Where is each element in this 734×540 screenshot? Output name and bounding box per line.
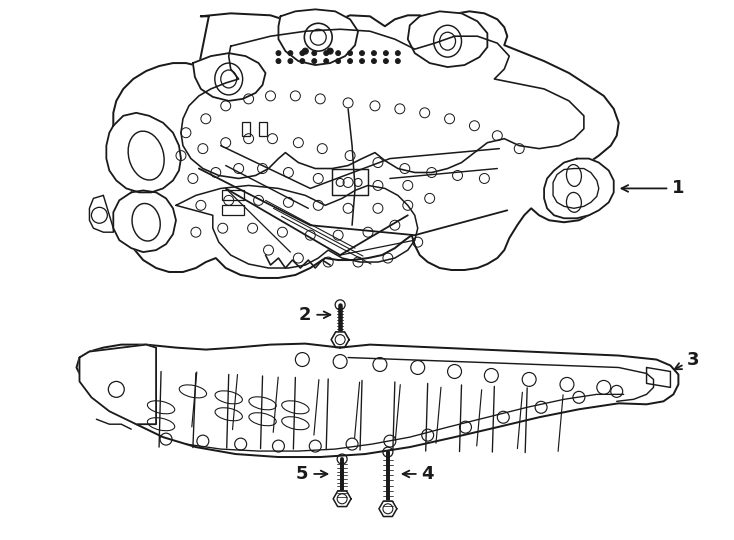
Circle shape bbox=[383, 59, 388, 64]
Polygon shape bbox=[379, 501, 397, 517]
Text: 1: 1 bbox=[622, 179, 685, 198]
Circle shape bbox=[396, 59, 400, 64]
Circle shape bbox=[383, 51, 388, 56]
Circle shape bbox=[371, 59, 377, 64]
Circle shape bbox=[327, 48, 333, 54]
Circle shape bbox=[396, 51, 400, 56]
Polygon shape bbox=[181, 29, 584, 179]
Polygon shape bbox=[193, 53, 266, 101]
Circle shape bbox=[300, 59, 305, 64]
Text: 4: 4 bbox=[403, 465, 434, 483]
Circle shape bbox=[335, 51, 341, 56]
Circle shape bbox=[276, 59, 281, 64]
Polygon shape bbox=[90, 195, 113, 232]
Polygon shape bbox=[113, 11, 619, 278]
Polygon shape bbox=[333, 491, 351, 507]
Circle shape bbox=[276, 51, 281, 56]
Circle shape bbox=[348, 51, 352, 56]
Polygon shape bbox=[408, 11, 487, 67]
Circle shape bbox=[360, 51, 365, 56]
Polygon shape bbox=[76, 343, 678, 457]
Polygon shape bbox=[106, 113, 181, 192]
Circle shape bbox=[312, 51, 317, 56]
Circle shape bbox=[324, 51, 329, 56]
Polygon shape bbox=[647, 368, 670, 387]
Circle shape bbox=[371, 51, 377, 56]
Polygon shape bbox=[113, 191, 176, 252]
Circle shape bbox=[360, 59, 365, 64]
Circle shape bbox=[288, 51, 293, 56]
Circle shape bbox=[288, 59, 293, 64]
Circle shape bbox=[335, 59, 341, 64]
Circle shape bbox=[348, 59, 352, 64]
Text: 5: 5 bbox=[296, 465, 327, 483]
Circle shape bbox=[302, 48, 308, 54]
Polygon shape bbox=[331, 332, 349, 347]
Circle shape bbox=[312, 59, 317, 64]
Polygon shape bbox=[544, 159, 614, 218]
Circle shape bbox=[324, 59, 329, 64]
Text: 2: 2 bbox=[299, 306, 330, 324]
Polygon shape bbox=[278, 9, 358, 65]
Polygon shape bbox=[79, 345, 156, 424]
Circle shape bbox=[300, 51, 305, 56]
Text: 3: 3 bbox=[675, 350, 700, 369]
